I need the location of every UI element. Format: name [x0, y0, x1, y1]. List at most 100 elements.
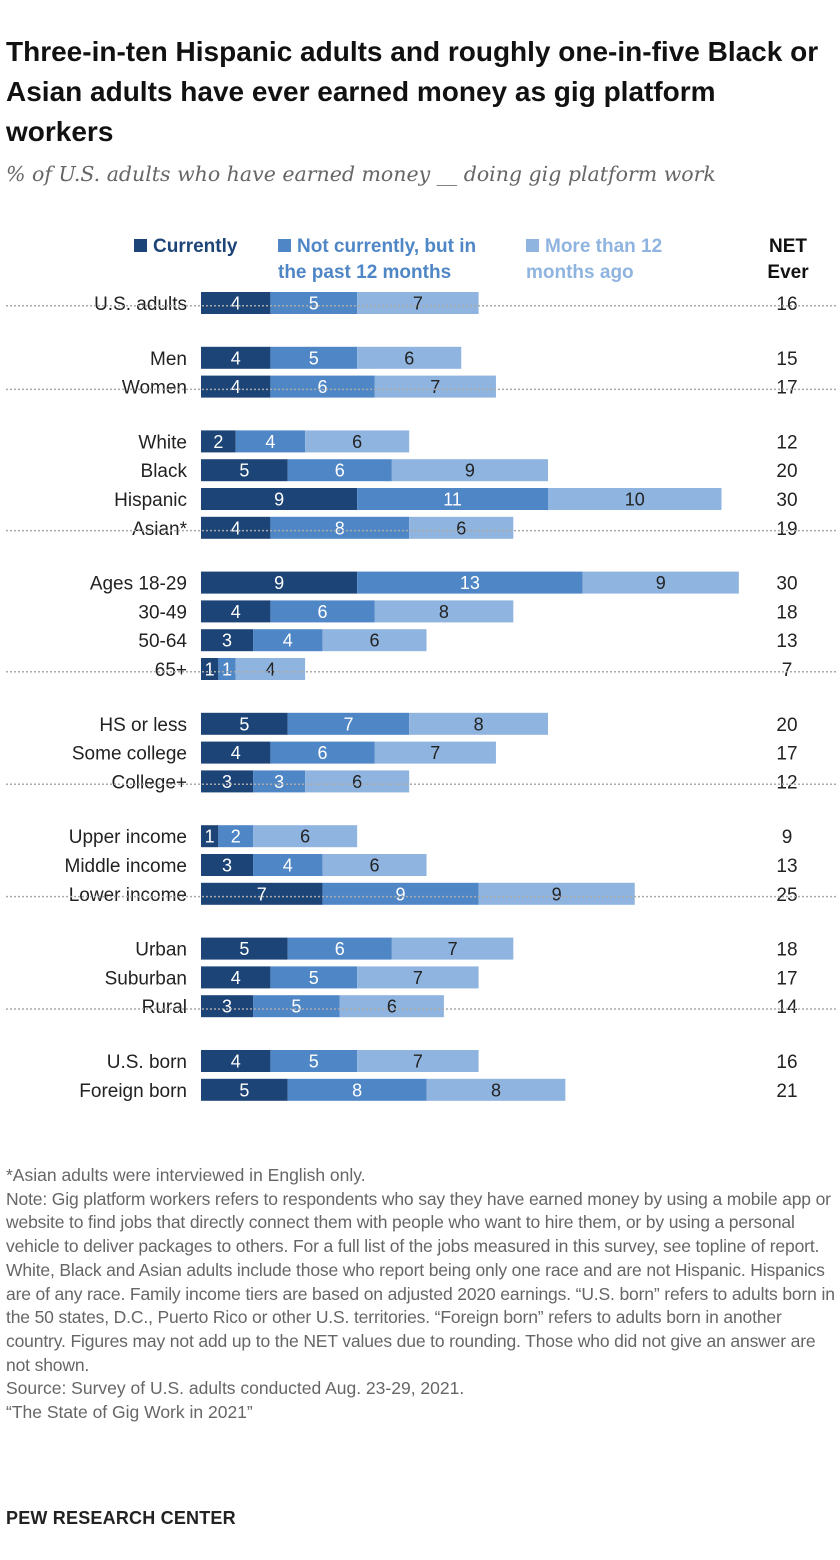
- bar-rural-s3: [339, 995, 444, 1018]
- row-label-urban: Urban: [135, 940, 187, 961]
- net-value-black: 20: [776, 461, 797, 482]
- bar-value-65-s2: 1: [222, 660, 232, 680]
- bar-value-lower-income-s3: 9: [552, 884, 562, 904]
- row-label-lower-income: Lower income: [69, 885, 187, 906]
- row-label-ages-18-29: Ages 18-29: [90, 574, 187, 595]
- bar-lower-income-s2: [322, 882, 479, 905]
- bar-hispanic-s2: [357, 488, 548, 510]
- net-header-line2: Ever: [767, 262, 809, 283]
- bar-some-college-s3: [374, 741, 496, 764]
- net-value-college: 12: [776, 772, 797, 793]
- bar-value-lower-income-s1: 7: [257, 884, 267, 904]
- net-value-women: 17: [776, 378, 797, 399]
- bar-black-s2: [287, 459, 392, 482]
- bar-value-foreign-born-s2: 8: [352, 1080, 362, 1100]
- bar-50-64-s2: [253, 629, 323, 652]
- bar-value-ages-18-29-s2: 13: [460, 573, 480, 593]
- bar-suburban-s2: [270, 966, 358, 989]
- bar-u-s-adults-s1: [201, 292, 271, 314]
- bar-ages-18-29-s2: [357, 571, 583, 594]
- net-value-hs-or-less: 20: [776, 715, 797, 736]
- bar-30-49-s3: [374, 600, 514, 623]
- row-label-u-s-born: U.S. born: [107, 1052, 187, 1073]
- bar-hispanic-s1: [201, 488, 358, 510]
- bar-college-s1: [201, 770, 254, 793]
- footnote-source: Source: Survey of U.S. adults conducted …: [6, 1378, 465, 1399]
- bar-upper-income-s3: [253, 825, 358, 848]
- bar-white-s2: [235, 430, 306, 453]
- bar-hs-or-less-s3: [409, 712, 548, 735]
- bar-urban-s1: [201, 937, 288, 960]
- legend-label-currently: Currently: [153, 236, 238, 257]
- bar-lower-income-s1: [201, 882, 323, 905]
- bar-value-u-s-adults-s1: 4: [231, 294, 241, 314]
- bar-value-asian-s2: 8: [335, 518, 345, 538]
- bar-men-s3: [357, 346, 462, 369]
- bar-value-women-s2: 6: [317, 377, 327, 397]
- bar-30-49-s2: [270, 600, 375, 623]
- net-value-white: 12: [776, 432, 797, 453]
- bar-urban-s2: [287, 937, 392, 960]
- legend-label-past12-line1: Not currently, but in: [297, 236, 477, 257]
- bar-value-upper-income-s3: 6: [300, 827, 310, 847]
- bar-value-some-college-s1: 4: [231, 743, 241, 763]
- bar-value-college-s2: 3: [274, 772, 284, 792]
- bar-65-s2: [218, 658, 236, 680]
- bar-value-black-s3: 9: [465, 461, 475, 481]
- bar-value-black-s1: 5: [239, 461, 249, 481]
- bar-value-u-s-born-s1: 4: [231, 1052, 241, 1072]
- legend-more-than-12-months: More than 12 months ago: [526, 234, 662, 286]
- footnote-report: “The State of Gig Work in 2021”: [6, 1402, 253, 1423]
- row-label-college: College+: [111, 772, 187, 793]
- legend-swatch-past-12-months: [278, 239, 291, 252]
- chart-subtitle: % of U.S. adults who have earned money _…: [6, 162, 716, 186]
- bar-ages-18-29-s1: [201, 571, 358, 594]
- bar-value-urban-s1: 5: [239, 939, 249, 959]
- bar-value-urban-s3: 7: [448, 939, 458, 959]
- pew-logo-text: PEW RESEARCH CENTER: [6, 1508, 236, 1528]
- row-label-black: Black: [141, 461, 188, 482]
- net-value-foreign-born: 21: [776, 1081, 797, 1102]
- row-label-some-college: Some college: [72, 744, 187, 765]
- net-value-30-49: 18: [776, 602, 797, 623]
- bar-value-50-64-s1: 3: [222, 631, 232, 651]
- bar-50-64-s1: [201, 629, 254, 652]
- net-value-ages-18-29: 30: [776, 574, 797, 595]
- bar-middle-income-s2: [253, 854, 323, 876]
- bar-value-rural-s1: 3: [222, 997, 232, 1017]
- net-value-some-college: 17: [776, 744, 797, 765]
- bar-value-ages-18-29-s1: 9: [274, 573, 284, 593]
- bar-suburban-s1: [201, 966, 271, 989]
- bar-value-suburban-s1: 4: [231, 968, 241, 988]
- legend-swatch-more-than-12-months: [526, 239, 539, 252]
- net-value-lower-income: 25: [776, 885, 797, 906]
- bar-65-s1: [201, 658, 219, 680]
- chart-title: Three-in-ten Hispanic adults and roughly…: [6, 36, 819, 147]
- bar-middle-income-s3: [322, 854, 427, 876]
- bar-black-s3: [391, 459, 548, 482]
- footnote-note: Note: Gig platform workers refers to res…: [6, 1188, 835, 1375]
- bar-foreign-born-s2: [287, 1078, 427, 1101]
- bar-upper-income-s2: [218, 825, 254, 848]
- net-value-50-64: 13: [776, 631, 797, 652]
- bar-value-middle-income-s1: 3: [222, 856, 232, 876]
- bar-value-foreign-born-s3: 8: [491, 1080, 501, 1100]
- bar-some-college-s2: [270, 741, 375, 764]
- net-value-hispanic: 30: [776, 490, 797, 511]
- row-label-women: Women: [122, 378, 187, 399]
- net-column-header: NET Ever: [760, 234, 816, 286]
- bar-value-white-s3: 6: [352, 432, 362, 452]
- bar-value-college-s1: 3: [222, 772, 232, 792]
- bar-ages-18-29-s3: [582, 571, 739, 594]
- row-label-asian: Asian*: [132, 519, 188, 540]
- row-label-u-s-adults: U.S. adults: [94, 294, 187, 315]
- bar-65-s3: [235, 658, 306, 680]
- row-label-men: Men: [150, 349, 187, 370]
- bar-suburban-s3: [357, 966, 479, 989]
- row-label-hs-or-less: HS or less: [99, 715, 187, 736]
- bar-asian-s3: [409, 516, 514, 539]
- bar-asian-s1: [201, 516, 271, 539]
- bar-value-white-s2: 4: [265, 432, 275, 452]
- bar-value-lower-income-s2: 9: [396, 884, 406, 904]
- bar-value-u-s-born-s3: 7: [413, 1052, 423, 1072]
